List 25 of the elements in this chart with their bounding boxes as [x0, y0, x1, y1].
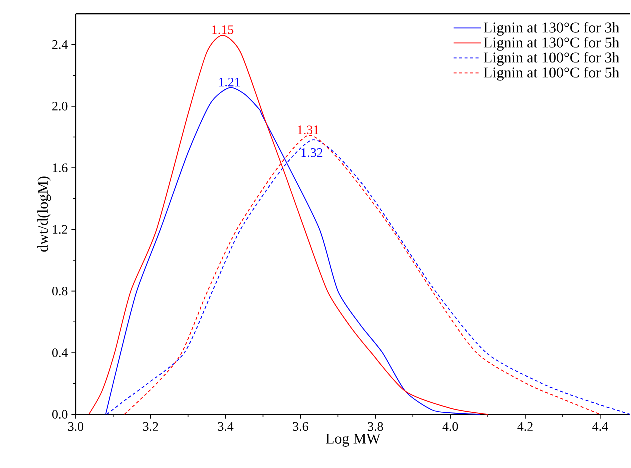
- x-axis-title: Log MW: [326, 434, 381, 448]
- annotation: 1.31: [298, 126, 319, 135]
- legend-label: Lignin at 130°C for 5h: [484, 37, 620, 52]
- x-tick-label: 4.4: [592, 422, 608, 432]
- y-tick-label: 2.4: [52, 40, 68, 50]
- x-tick-label: 4.2: [518, 422, 533, 432]
- annotation: 1.15: [212, 26, 234, 35]
- annotation: 1.21: [219, 78, 240, 87]
- y-tick-label: 2.0: [52, 102, 68, 112]
- legend-label: Lignin at 130°C for 3h: [484, 22, 620, 36]
- y-tick-label: 0.4: [52, 348, 68, 358]
- y-tick-label: 0.8: [52, 287, 68, 296]
- x-tick-label: 3.2: [143, 422, 158, 432]
- x-tick-label: 3.0: [68, 422, 84, 432]
- x-tick-label: 3.6: [293, 422, 308, 432]
- y-tick-label: 1.6: [53, 164, 68, 173]
- x-tick-label: 3.8: [368, 422, 384, 432]
- y-axis-title: dwt/d(logM): [38, 177, 52, 252]
- annotation: 1.32: [302, 148, 323, 158]
- legend-label: Lignin at 100°C for 5h: [484, 67, 620, 82]
- x-tick-label: 3.4: [218, 422, 234, 432]
- x-tick-label: 4.0: [442, 422, 458, 432]
- y-tick-label: 1.2: [53, 226, 68, 234]
- legend-label: Lignin at 100°C for 3h: [484, 52, 620, 66]
- y-tick-label: 0.0: [52, 410, 68, 420]
